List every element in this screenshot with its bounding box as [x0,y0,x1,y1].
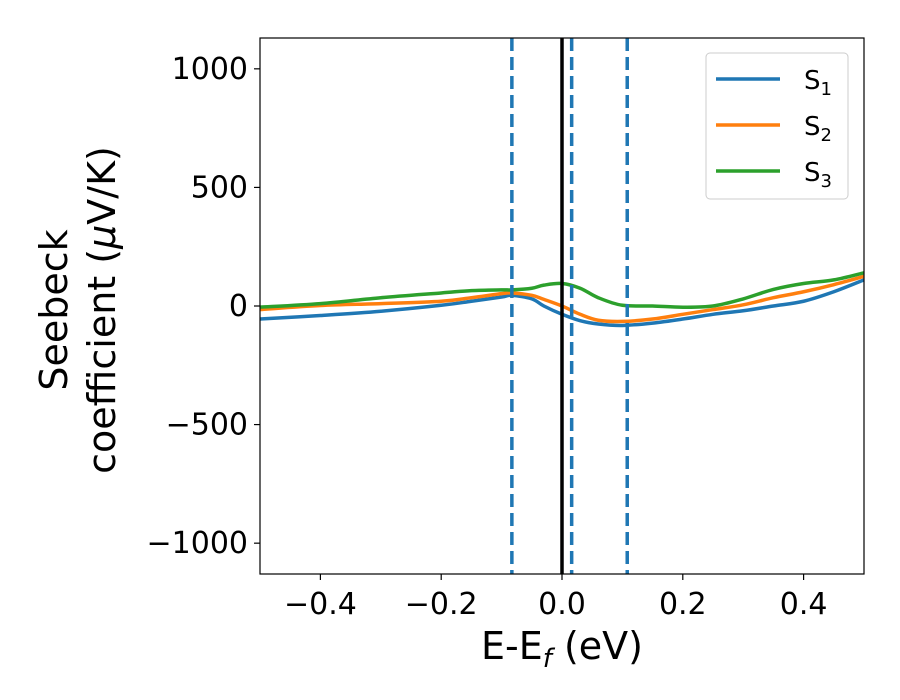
x-tick-label: −0.4 [284,587,357,622]
legend-label-s2: S2 [804,112,832,146]
series-line-s3 [260,271,864,309]
x-axis-title-main: E-E [481,624,543,668]
legend-label-s3: S3 [804,158,832,192]
x-axis-ticks: −0.4 −0.2 0.0 0.2 0.4 [284,574,827,622]
plot-content [260,38,864,574]
series-line-s2 [260,274,864,324]
y-axis-title-line1: Seebeck [32,229,76,390]
y-tick-label: −1000 [147,526,248,561]
y-axis-ticks: −1000 −500 0 500 1000 [147,52,260,561]
x-axis-title: E-Ef (eV) [481,624,643,674]
y-tick-label: 0 [229,289,248,324]
y-axis-title-line2: coefficient (μV/K) [80,146,124,474]
x-axis-title-unit: (eV) [552,624,643,668]
y-tick-label: −500 [166,408,248,443]
x-tick-label: −0.2 [405,587,478,622]
y-tick-label: 1000 [172,52,248,87]
x-tick-label: 0.0 [538,587,586,622]
y-axis-title: Seebeck coefficient (μV/K) [32,146,124,474]
x-tick-label: 0.4 [780,587,828,622]
legend-label-s1: S1 [804,66,832,100]
y-tick-label: 500 [191,170,248,205]
plot-area [259,37,865,575]
y-axis-title-prefix: coefficient ( [80,249,124,474]
x-tick-label: 0.2 [659,587,707,622]
legend: S1 S2 S3 [705,52,849,200]
y-axis-title-mu: μ [80,225,124,250]
y-axis-title-suffix: V/K) [80,146,124,225]
series-line-s1 [260,278,864,328]
